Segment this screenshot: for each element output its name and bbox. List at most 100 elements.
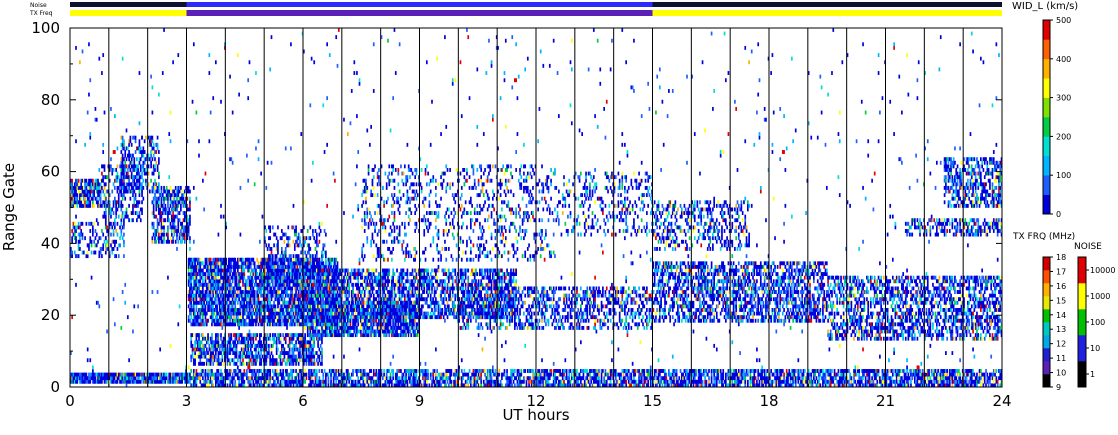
echo-pixel <box>665 376 668 381</box>
echo-pixel <box>145 157 147 162</box>
echo-pixel <box>671 369 674 373</box>
echo-pixel <box>216 272 218 277</box>
echo-pixel <box>661 383 664 388</box>
echo-pixel <box>554 383 556 388</box>
echo-pixel <box>126 171 129 176</box>
echo-pixel <box>183 211 186 215</box>
echo-pixel <box>154 379 156 384</box>
echo-pixel <box>167 379 169 384</box>
echo-pixel <box>134 150 137 154</box>
echo-pixel <box>280 383 283 388</box>
echo-pixel <box>432 372 435 377</box>
echo-pixel <box>252 322 255 327</box>
echo-pixel <box>199 293 202 298</box>
echo-pixel <box>947 379 950 384</box>
echo-pixel <box>217 293 220 298</box>
echo-pixel <box>987 376 990 381</box>
echo-pixel <box>469 379 472 384</box>
echo-pixel <box>115 207 117 212</box>
echo-pixel <box>120 189 123 194</box>
echo-pixel <box>605 379 608 384</box>
echo-pixel <box>217 383 220 388</box>
echo-pixel <box>114 218 116 223</box>
echo-pixel <box>130 164 133 169</box>
echo-pixel <box>734 372 736 377</box>
echo-pixel <box>231 304 234 309</box>
echo-pixel <box>397 369 400 373</box>
echo-pixel <box>934 369 937 373</box>
echo-pixel <box>314 383 317 388</box>
echo-pixel <box>858 379 861 384</box>
echo-pixel <box>823 376 826 381</box>
echo-pixel <box>385 383 388 388</box>
echo-pixel <box>864 379 867 384</box>
echo-pixel <box>736 376 739 381</box>
echo-pixel <box>886 383 889 388</box>
echo-pixel <box>840 372 842 377</box>
echo-pixel <box>516 369 519 373</box>
echo-pixel <box>343 379 345 384</box>
echo-pixel <box>94 376 97 381</box>
echo-pixel <box>110 379 112 384</box>
echo-pixel <box>172 203 174 208</box>
echo-pixel <box>209 293 212 298</box>
echo-pixel <box>214 272 217 277</box>
echo-pixel <box>203 272 206 277</box>
echo-pixel <box>258 383 261 388</box>
echo-pixel <box>155 214 158 219</box>
echo-pixel <box>207 372 209 377</box>
echo-pixel <box>813 376 815 381</box>
echo-pixel <box>956 372 959 377</box>
echo-pixel <box>595 369 598 373</box>
echo-pixel <box>260 369 262 373</box>
echo-pixel <box>198 268 200 273</box>
echo-pixel <box>97 379 99 384</box>
echo-pixel <box>152 153 155 158</box>
echo-pixel <box>687 376 690 381</box>
echo-pixel <box>93 185 95 190</box>
echo-pixel <box>737 376 740 381</box>
echo-pixel <box>727 383 730 388</box>
echo-pixel <box>172 372 174 377</box>
echo-pixel <box>494 379 497 384</box>
echo-pixel <box>150 178 152 183</box>
echo-pixel <box>172 225 174 230</box>
echo-pixel <box>849 376 851 381</box>
echo-pixel <box>385 376 388 381</box>
echo-pixel <box>158 175 160 180</box>
echo-pixel <box>234 304 237 309</box>
echo-pixel <box>89 203 92 208</box>
echo-pixel <box>115 254 117 259</box>
echo-pixel <box>891 379 894 384</box>
echo-pixel <box>192 275 195 280</box>
echo-pixel <box>71 178 73 183</box>
echo-pixel <box>960 379 963 384</box>
echo-pixel <box>718 369 721 373</box>
echo-pixel <box>625 372 628 377</box>
echo-pixel <box>529 376 532 381</box>
echo-pixel <box>407 369 410 373</box>
echo-pixel <box>213 257 216 262</box>
echo-pixel <box>230 268 233 273</box>
echo-pixel <box>167 236 169 241</box>
echo-pixel <box>95 189 98 194</box>
echo-pixel <box>873 372 876 377</box>
echo-pixel <box>196 279 199 284</box>
echo-pixel <box>517 369 520 373</box>
echo-pixel <box>803 369 806 373</box>
echo-pixel <box>103 211 106 215</box>
echo-pixel <box>114 243 116 248</box>
echo-pixel <box>563 379 565 384</box>
echo-pixel <box>165 207 168 212</box>
echo-pixel <box>554 376 556 381</box>
echo-pixel <box>284 268 287 273</box>
echo-pixel <box>590 376 593 381</box>
echo-pixel <box>176 379 178 384</box>
echo-pixel <box>128 157 130 162</box>
echo-pixel <box>867 379 870 384</box>
echo-pixel <box>296 383 299 388</box>
echo-pixel <box>761 379 763 384</box>
echo-pixel <box>204 369 207 373</box>
echo-pixel <box>216 315 218 320</box>
echo-pixel <box>882 369 885 373</box>
